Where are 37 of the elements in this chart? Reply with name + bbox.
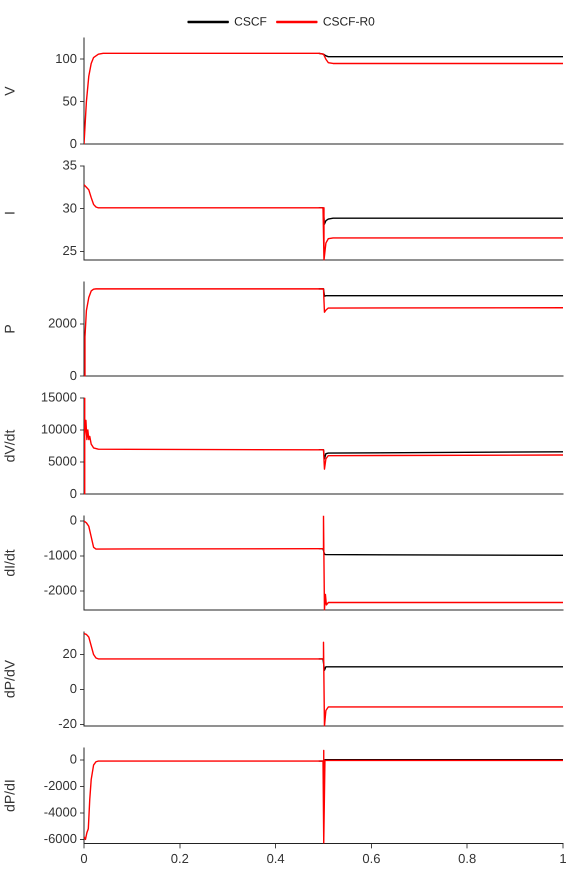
y-tick-label: 0 xyxy=(70,512,77,528)
y-tick-label: 5000 xyxy=(48,454,77,469)
y-axis-title: dV/dt xyxy=(1,430,18,462)
y-axis-title: V xyxy=(1,86,18,96)
y-axis-title: I xyxy=(1,211,18,215)
y-tick-label: 35 xyxy=(62,157,77,172)
y-tick-label: -6000 xyxy=(44,830,77,846)
y-axis-title: dP/dI xyxy=(1,779,18,812)
legend-label: CSCF xyxy=(234,14,267,28)
y-tick-label: 10000 xyxy=(40,422,77,437)
y-tick-label: 0 xyxy=(70,136,77,151)
x-tick-label: 0.2 xyxy=(170,850,189,866)
y-tick-label: -20 xyxy=(58,716,77,732)
y-tick-label: 100 xyxy=(55,50,77,66)
y-axis-title: P xyxy=(1,324,18,334)
y-tick-label: 2000 xyxy=(48,315,77,330)
y-tick-label: -1000 xyxy=(44,548,77,563)
x-tick-label: 1 xyxy=(559,850,567,866)
x-tick-label: 0.4 xyxy=(266,850,285,866)
y-tick-label: -2000 xyxy=(44,778,77,793)
y-tick-label: 15000 xyxy=(40,389,77,404)
y-tick-label: 0 xyxy=(70,681,77,696)
y-axis-title: dI/dt xyxy=(1,549,18,577)
legend-label: CSCF-R0 xyxy=(322,14,376,28)
x-tick-label: 0.8 xyxy=(458,850,476,866)
x-tick-label: 0 xyxy=(80,850,88,866)
y-tick-label: 0 xyxy=(70,486,77,501)
y-tick-label: 0 xyxy=(70,368,77,383)
y-tick-label: 30 xyxy=(62,200,77,216)
y-axis-title: dP/dV xyxy=(1,659,18,698)
y-tick-label: 50 xyxy=(62,93,77,108)
y-tick-label: -2000 xyxy=(44,582,77,598)
y-tick-label: 25 xyxy=(62,243,77,258)
y-tick-label: 0 xyxy=(70,751,77,766)
y-tick-label: -4000 xyxy=(44,804,77,820)
x-tick-label: 0.6 xyxy=(362,850,380,866)
y-tick-label: 20 xyxy=(62,646,77,662)
